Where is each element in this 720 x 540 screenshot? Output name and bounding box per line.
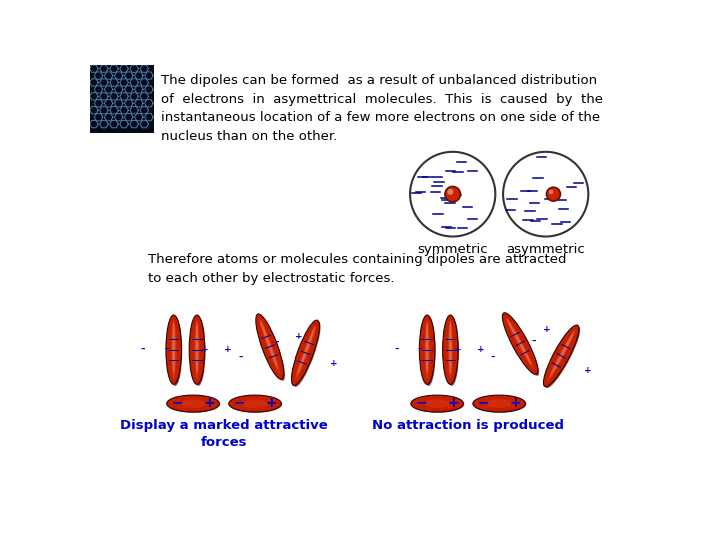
Ellipse shape — [259, 319, 280, 374]
Ellipse shape — [443, 315, 458, 384]
Circle shape — [410, 152, 495, 237]
Text: The dipoles can be formed  as a result of unbalanced distribution
of  electrons : The dipoles can be formed as a result of… — [161, 74, 603, 143]
Ellipse shape — [242, 400, 269, 408]
Ellipse shape — [449, 322, 451, 374]
Text: +: + — [509, 396, 521, 410]
Ellipse shape — [258, 315, 285, 381]
Ellipse shape — [545, 327, 580, 388]
Bar — [90, 65, 153, 132]
Text: asymmetric: asymmetric — [506, 244, 585, 256]
Text: –: – — [239, 353, 243, 362]
Ellipse shape — [171, 320, 176, 379]
Ellipse shape — [168, 396, 220, 413]
Ellipse shape — [504, 314, 539, 376]
Ellipse shape — [473, 395, 526, 412]
Text: –: – — [274, 338, 279, 347]
Ellipse shape — [297, 327, 315, 375]
Ellipse shape — [292, 320, 320, 386]
Text: Therefore atoms or molecules containing dipoles are attracted
to each other by e: Therefore atoms or molecules containing … — [148, 253, 567, 285]
Ellipse shape — [295, 325, 316, 381]
Ellipse shape — [194, 320, 199, 379]
Ellipse shape — [486, 400, 513, 408]
Text: symmetric: symmetric — [418, 244, 488, 256]
Ellipse shape — [412, 396, 464, 413]
Circle shape — [445, 186, 461, 202]
Ellipse shape — [189, 315, 204, 384]
Ellipse shape — [180, 400, 206, 408]
Ellipse shape — [167, 395, 220, 412]
Text: –: – — [418, 345, 422, 354]
Ellipse shape — [411, 395, 464, 412]
Text: –: – — [141, 345, 145, 354]
Text: –: – — [394, 345, 399, 354]
Circle shape — [503, 152, 588, 237]
Text: –: – — [164, 345, 168, 354]
Text: +: + — [294, 332, 302, 341]
Text: +: + — [477, 345, 485, 354]
Text: +: + — [265, 396, 276, 410]
Ellipse shape — [544, 325, 579, 387]
Text: +: + — [330, 359, 338, 368]
Ellipse shape — [448, 320, 453, 379]
Ellipse shape — [426, 322, 428, 374]
Ellipse shape — [172, 322, 175, 374]
Text: –: – — [491, 353, 495, 362]
Text: −: − — [233, 396, 245, 410]
Circle shape — [549, 190, 554, 194]
Text: +: + — [585, 366, 592, 375]
Text: –: – — [532, 337, 536, 346]
Ellipse shape — [293, 322, 320, 387]
Ellipse shape — [230, 396, 282, 413]
Ellipse shape — [229, 395, 282, 412]
Text: +: + — [454, 345, 462, 354]
Ellipse shape — [503, 313, 538, 374]
Ellipse shape — [192, 316, 205, 386]
Text: +: + — [203, 396, 215, 410]
Ellipse shape — [424, 400, 451, 408]
Ellipse shape — [445, 316, 459, 386]
Circle shape — [447, 189, 454, 195]
Ellipse shape — [256, 314, 284, 379]
Text: No attraction is produced: No attraction is produced — [372, 419, 564, 432]
Ellipse shape — [168, 316, 182, 386]
Text: +: + — [447, 396, 459, 410]
Text: +: + — [201, 345, 208, 354]
Text: −: − — [171, 396, 183, 410]
Ellipse shape — [260, 320, 278, 369]
Text: Display a marked attractive
forces: Display a marked attractive forces — [120, 419, 328, 449]
Circle shape — [546, 187, 560, 201]
Text: +: + — [544, 325, 551, 334]
Ellipse shape — [506, 318, 534, 369]
Text: +: + — [224, 345, 231, 354]
Ellipse shape — [550, 331, 575, 377]
Text: −: − — [415, 396, 427, 410]
Ellipse shape — [424, 320, 430, 379]
Ellipse shape — [196, 322, 198, 374]
Ellipse shape — [166, 315, 181, 384]
Ellipse shape — [474, 396, 526, 413]
Ellipse shape — [422, 316, 436, 386]
Ellipse shape — [507, 319, 531, 365]
Text: −: − — [477, 396, 489, 410]
Ellipse shape — [547, 330, 575, 382]
Ellipse shape — [419, 315, 435, 384]
